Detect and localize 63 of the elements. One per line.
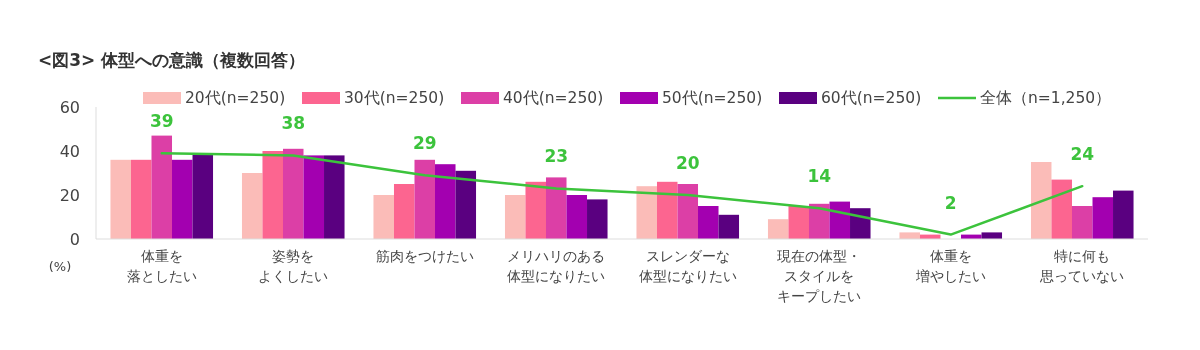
x-tick-label: 現在の体型・スタイルをキープしたい <box>777 248 862 304</box>
bar <box>636 186 657 239</box>
x-tick-label: 筋肉をつけたい <box>375 248 474 264</box>
bar <box>587 199 608 239</box>
bar <box>656 181 678 239</box>
legend-label: 20代(n=250) <box>185 89 286 107</box>
bar <box>767 219 789 239</box>
data-label: 14 <box>807 166 832 187</box>
legend-label: 60代(n=250) <box>821 89 922 107</box>
bar <box>1071 206 1093 239</box>
data-label: 38 <box>281 113 306 134</box>
bar <box>788 206 809 239</box>
y-tick-label: 40 <box>59 141 80 161</box>
bar <box>151 135 173 239</box>
data-label: 2 <box>944 192 957 213</box>
bar <box>1092 197 1114 239</box>
bar <box>172 159 193 239</box>
bar <box>130 159 152 239</box>
bar <box>303 155 325 239</box>
bar <box>504 195 526 239</box>
legend-label: 40代(n=250) <box>503 89 604 107</box>
bar <box>435 164 456 239</box>
y-tick-label: 20 <box>59 185 80 205</box>
bar <box>192 153 214 239</box>
x-tick-label: 姿勢をよくしたい <box>258 248 329 284</box>
bar <box>566 195 588 239</box>
bar <box>698 206 719 239</box>
bar <box>373 195 394 239</box>
bar <box>525 181 546 239</box>
bar <box>1051 179 1072 239</box>
data-label: 29 <box>412 133 437 154</box>
bar <box>455 170 477 239</box>
bar <box>718 214 740 239</box>
x-tick-label: 体重を落としたい <box>126 248 197 284</box>
bar <box>393 184 415 239</box>
bar <box>1030 162 1052 239</box>
x-tick-label: 体重を増やしたい <box>914 248 986 284</box>
bar <box>241 173 263 239</box>
bar <box>899 232 920 239</box>
bar <box>324 155 345 239</box>
chart-title: <図3> 体型への意識（複数回答） <box>38 50 306 70</box>
data-label: 39 <box>149 111 174 132</box>
legend-label: 全体（n=1,250） <box>980 89 1112 107</box>
x-tick-label: 特に何も思っていない <box>1039 248 1125 284</box>
bar <box>1113 190 1134 239</box>
bar <box>808 203 830 239</box>
bar <box>282 148 304 239</box>
y-axis-title: (%) <box>48 259 72 274</box>
bar <box>850 208 871 239</box>
data-label: 24 <box>1070 144 1095 165</box>
data-label: 20 <box>675 153 700 173</box>
y-tick-label: 0 <box>69 229 80 249</box>
bar <box>262 151 283 239</box>
legend-label: 30代(n=250) <box>344 89 445 107</box>
data-label: 23 <box>544 146 569 167</box>
legend-label: 50代(n=250) <box>662 89 763 107</box>
bar <box>677 184 699 239</box>
bar <box>545 177 567 239</box>
y-tick-label: 60 <box>59 97 80 117</box>
bar <box>110 159 131 239</box>
bar <box>414 159 436 239</box>
x-tick-label: メリハリのある体型になりたい <box>507 248 606 284</box>
x-tick-label: スレンダーな体型になりたい <box>638 248 737 284</box>
